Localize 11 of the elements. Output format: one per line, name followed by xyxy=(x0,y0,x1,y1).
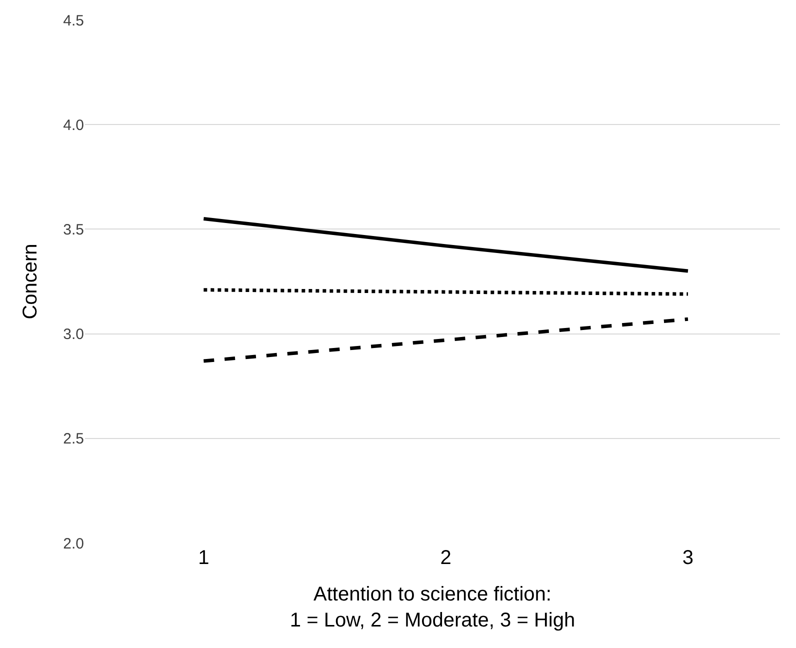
y-axis-title: Concern xyxy=(20,244,42,320)
y-tick-label: 3.0 xyxy=(63,326,84,344)
y-tick-label: 4.0 xyxy=(63,116,84,134)
x-tick-label: 1 xyxy=(198,547,210,569)
x-axis-title: Attention to science fiction: 1 = Low, 2 = Moderate, 3 = High xyxy=(290,584,576,632)
y-tick-label: 3.5 xyxy=(63,221,84,238)
x-tick-label: 2 xyxy=(440,547,452,569)
y-tick-label: 2.5 xyxy=(63,430,84,448)
y-tick-label: 2.0 xyxy=(63,535,84,552)
y-tick-label: 4.5 xyxy=(63,12,84,30)
x-tick-label: 3 xyxy=(682,547,694,569)
